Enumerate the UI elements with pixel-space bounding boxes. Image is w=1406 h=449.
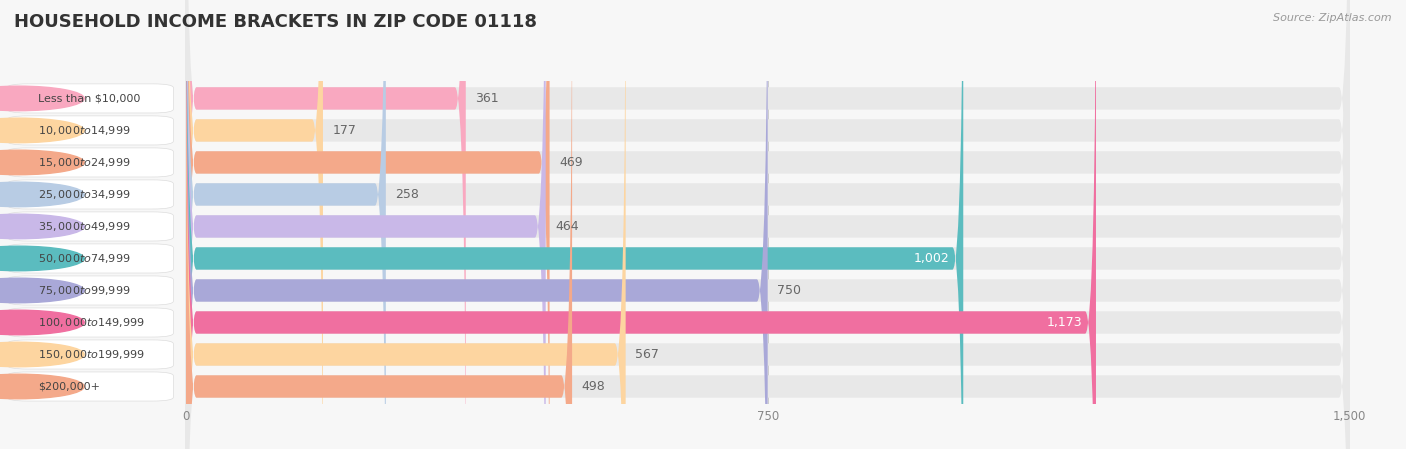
Circle shape (0, 118, 84, 143)
Text: $75,000 to $99,999: $75,000 to $99,999 (38, 284, 131, 297)
Text: 469: 469 (560, 156, 582, 169)
FancyBboxPatch shape (186, 0, 768, 449)
Circle shape (0, 214, 84, 239)
FancyBboxPatch shape (186, 0, 1350, 449)
FancyBboxPatch shape (186, 0, 626, 449)
FancyBboxPatch shape (186, 0, 572, 449)
FancyBboxPatch shape (186, 0, 1350, 449)
FancyBboxPatch shape (7, 308, 173, 337)
Text: $150,000 to $199,999: $150,000 to $199,999 (38, 348, 145, 361)
FancyBboxPatch shape (186, 0, 963, 449)
FancyBboxPatch shape (186, 0, 1350, 449)
Text: 750: 750 (778, 284, 801, 297)
FancyBboxPatch shape (186, 0, 1350, 449)
FancyBboxPatch shape (186, 0, 1350, 449)
FancyBboxPatch shape (7, 276, 173, 305)
FancyBboxPatch shape (186, 0, 323, 449)
FancyBboxPatch shape (186, 0, 465, 449)
Circle shape (0, 150, 84, 175)
FancyBboxPatch shape (7, 148, 173, 177)
Text: 464: 464 (555, 220, 579, 233)
FancyBboxPatch shape (186, 0, 1350, 449)
FancyBboxPatch shape (186, 0, 550, 449)
Circle shape (0, 310, 84, 335)
FancyBboxPatch shape (186, 0, 1350, 449)
Text: Less than $10,000: Less than $10,000 (38, 93, 141, 103)
FancyBboxPatch shape (7, 340, 173, 369)
FancyBboxPatch shape (186, 0, 1350, 449)
Circle shape (0, 342, 84, 367)
Text: 498: 498 (582, 380, 605, 393)
FancyBboxPatch shape (7, 244, 173, 273)
Text: $100,000 to $149,999: $100,000 to $149,999 (38, 316, 145, 329)
Text: 567: 567 (636, 348, 659, 361)
FancyBboxPatch shape (7, 372, 173, 401)
FancyBboxPatch shape (186, 0, 1095, 449)
FancyBboxPatch shape (7, 212, 173, 241)
Text: $200,000+: $200,000+ (38, 382, 100, 392)
Text: 258: 258 (395, 188, 419, 201)
Text: 361: 361 (475, 92, 499, 105)
Circle shape (0, 182, 84, 207)
Text: $10,000 to $14,999: $10,000 to $14,999 (38, 124, 131, 137)
FancyBboxPatch shape (7, 180, 173, 209)
Circle shape (0, 246, 84, 271)
Circle shape (0, 86, 84, 111)
Text: 1,002: 1,002 (914, 252, 949, 265)
FancyBboxPatch shape (7, 116, 173, 145)
Circle shape (0, 374, 84, 399)
Text: 177: 177 (332, 124, 356, 137)
FancyBboxPatch shape (186, 0, 385, 449)
Text: 1,173: 1,173 (1046, 316, 1083, 329)
FancyBboxPatch shape (7, 84, 173, 113)
Text: $15,000 to $24,999: $15,000 to $24,999 (38, 156, 131, 169)
Text: $25,000 to $34,999: $25,000 to $34,999 (38, 188, 131, 201)
FancyBboxPatch shape (186, 0, 546, 449)
Text: $50,000 to $74,999: $50,000 to $74,999 (38, 252, 131, 265)
Circle shape (0, 278, 84, 303)
FancyBboxPatch shape (186, 0, 1350, 449)
Text: HOUSEHOLD INCOME BRACKETS IN ZIP CODE 01118: HOUSEHOLD INCOME BRACKETS IN ZIP CODE 01… (14, 13, 537, 31)
Text: Source: ZipAtlas.com: Source: ZipAtlas.com (1274, 13, 1392, 23)
Text: $35,000 to $49,999: $35,000 to $49,999 (38, 220, 131, 233)
FancyBboxPatch shape (186, 0, 1350, 449)
